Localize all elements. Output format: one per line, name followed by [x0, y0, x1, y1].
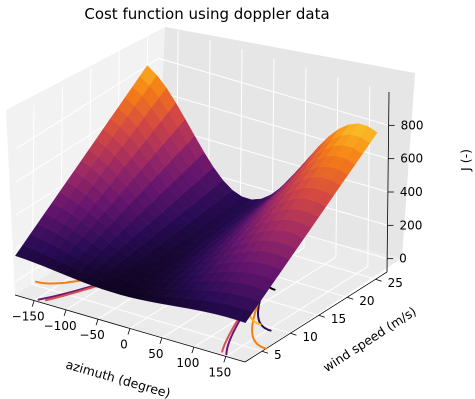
cost-surface — [15, 65, 378, 323]
y-axis-ticks: 5 10 15 20 25 — [261, 276, 403, 362]
y-tick-mark — [290, 332, 297, 336]
y-tick-label: 10 — [302, 330, 317, 344]
x-tick-mark — [127, 328, 131, 335]
chart-title: Cost function using doppler data — [84, 5, 329, 23]
y-tick-mark — [347, 296, 354, 300]
y-tick-mark — [375, 278, 382, 282]
x-tick-mark — [159, 337, 163, 344]
z-tick-label: 600 — [400, 152, 423, 166]
y-tick-label: 5 — [274, 348, 282, 362]
y-axis-line — [244, 271, 388, 363]
y-tick-mark — [318, 314, 325, 318]
grid-line-z — [16, 57, 389, 149]
z-axis-ticks: 0 200 400 600 800 — [387, 118, 424, 266]
y-tick-label: 25 — [388, 276, 403, 290]
x-tick-label: 150 — [208, 365, 231, 379]
grid-line-x — [225, 86, 371, 357]
x-axis-ticks: −150−100−50 0 50 100 150 — [12, 300, 231, 379]
z-axis-line — [386, 91, 390, 273]
z-tick-label: 800 — [401, 118, 424, 132]
x-tick-label: −100 — [44, 319, 77, 333]
x-tick-mark — [223, 356, 227, 363]
x-tick-label: 100 — [176, 356, 199, 370]
z-tick-label: 0 — [399, 252, 407, 266]
y-tick-label: 20 — [359, 294, 374, 308]
x-tick-mark — [95, 319, 99, 326]
surface-patch — [139, 65, 158, 86]
x-tick-mark — [191, 346, 195, 354]
z-axis-label: J (-) — [458, 149, 473, 172]
grid-line-y — [31, 104, 263, 352]
z-tick-label: 200 — [400, 218, 423, 232]
z-tick-label: 400 — [400, 185, 423, 199]
x-tick-mark — [63, 309, 67, 317]
x-tick-label: 50 — [148, 347, 163, 361]
x-axis-label: azimuth (degree) — [64, 357, 172, 399]
x-tick-label: 0 — [120, 338, 128, 352]
x-tick-label: −50 — [79, 328, 104, 342]
x-tick-label: −150 — [12, 310, 45, 324]
x-tick-mark — [31, 300, 35, 307]
y-tick-mark — [261, 350, 269, 354]
y-tick-label: 15 — [331, 312, 346, 326]
